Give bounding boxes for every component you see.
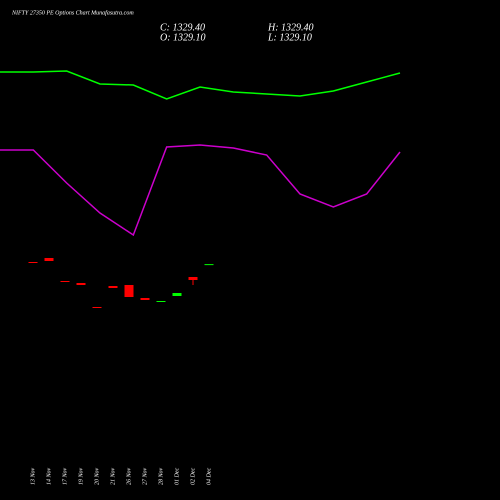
- candle-body: [140, 298, 150, 300]
- candle-body: [60, 281, 70, 282]
- open-label: O: 1329.10: [160, 32, 206, 43]
- x-tick-label: 28 Nov: [158, 467, 164, 485]
- x-tick-label: 27 Nov: [142, 467, 148, 485]
- candle-body: [172, 293, 182, 296]
- x-tick-label: 19 Nov: [78, 467, 84, 485]
- candle-body: [188, 277, 198, 280]
- candle-body: [108, 286, 118, 288]
- x-tick-label: 01 Dec: [174, 468, 180, 485]
- candle-body: [44, 258, 54, 261]
- x-tick-label: 04 Dec: [205, 468, 212, 485]
- low-label: L: 1329.10: [267, 32, 312, 43]
- candle-body: [76, 283, 86, 285]
- chart-title: NIFTY 27350 PE Options Chart Munafasutra…: [11, 9, 134, 16]
- candle-body: [156, 301, 166, 302]
- x-tick-label: 13 Nov: [30, 467, 36, 485]
- indicator-line: [0, 144, 401, 237]
- candle-body: [204, 264, 214, 266]
- x-tick-label: 02 Dec: [190, 468, 196, 485]
- indicator-line: [0, 70, 401, 100]
- x-tick-label: 21 Nov: [110, 467, 116, 485]
- candle-body: [124, 285, 134, 297]
- candle-body: [92, 307, 102, 308]
- x-tick-label: 26 Nov: [126, 467, 132, 485]
- x-tick-label: 20 Nov: [94, 467, 100, 485]
- close-label: C: 1329.40: [160, 22, 205, 33]
- high-label: H: 1329.40: [267, 22, 314, 33]
- x-tick-label: 17 Nov: [62, 467, 68, 485]
- x-tick-label: 14 Nov: [45, 467, 52, 485]
- candle-body: [28, 262, 38, 263]
